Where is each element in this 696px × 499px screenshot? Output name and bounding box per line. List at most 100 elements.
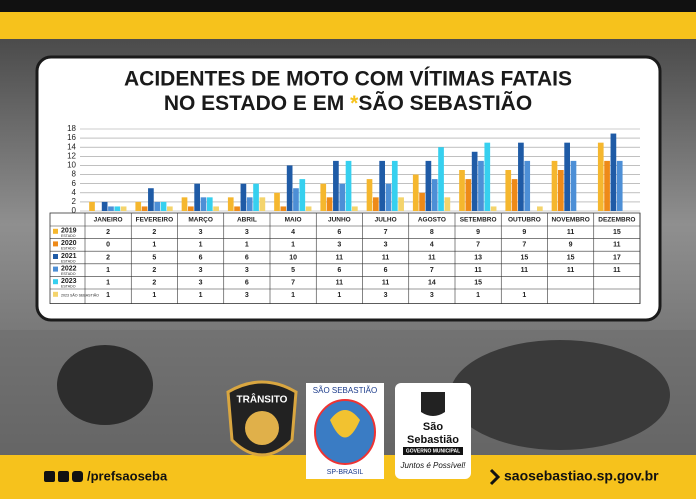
bar <box>154 201 161 211</box>
bar <box>557 170 564 211</box>
y-tick-label: 6 <box>72 179 77 188</box>
bar <box>114 206 121 211</box>
bar <box>484 142 491 211</box>
table-cell: 2 <box>106 229 110 236</box>
table-cell: 1 <box>106 267 110 274</box>
table-cell: 1 <box>291 292 295 299</box>
y-tick-label: 14 <box>67 142 76 151</box>
bar <box>274 192 280 211</box>
bar <box>89 201 95 211</box>
table-cell: 1 <box>245 242 249 249</box>
table-cell: 3 <box>337 242 341 249</box>
transito-emblem <box>245 411 279 445</box>
bar <box>206 197 213 211</box>
table-cell: 6 <box>337 229 341 236</box>
gov-name-1: São <box>423 421 443 433</box>
table-cell: 15 <box>520 254 528 261</box>
bar <box>333 160 339 211</box>
table-cell: 3 <box>430 292 434 299</box>
table-cell: 6 <box>245 280 249 287</box>
table-cell: 17 <box>613 254 621 261</box>
table-cell: 3 <box>245 292 249 299</box>
table-cell: 11 <box>613 242 621 249</box>
bar <box>194 183 200 211</box>
y-tick-label: 4 <box>72 188 77 197</box>
gov-tag: GOVERNO MUNICIPAL <box>406 448 460 454</box>
bar <box>101 201 108 211</box>
bar <box>570 160 577 211</box>
bar <box>213 206 219 211</box>
bar <box>385 183 392 211</box>
bar <box>352 206 358 211</box>
table-cell: 1 <box>291 242 295 249</box>
bar <box>148 188 154 211</box>
facebook-icon <box>44 471 55 482</box>
table-cell: 15 <box>567 254 575 261</box>
instagram-icon <box>72 471 83 482</box>
bar <box>478 160 484 211</box>
bar <box>511 179 518 211</box>
bar <box>372 197 379 211</box>
table-cell: 8 <box>430 229 434 236</box>
table-cell: 1 <box>522 292 526 299</box>
table-cell: 2 <box>152 229 156 236</box>
bar <box>234 206 240 211</box>
month-label: ABRIL <box>237 217 257 224</box>
table-cell: 11 <box>567 229 575 236</box>
month-label: DEZEMBRO <box>598 217 635 224</box>
bar <box>320 183 327 211</box>
bar <box>345 160 352 211</box>
table-cell: 9 <box>476 229 480 236</box>
table-cell: 11 <box>382 280 390 287</box>
table-cell: 3 <box>384 242 388 249</box>
bar <box>391 160 398 211</box>
bar <box>604 160 610 211</box>
table-cell: 7 <box>291 280 295 287</box>
bar <box>518 142 524 211</box>
y-tick-label: 18 <box>67 124 76 133</box>
legend-label: 2020 <box>61 240 77 247</box>
table-cell: 3 <box>199 229 203 236</box>
bar <box>339 183 346 211</box>
bar <box>459 170 465 211</box>
table-cell: 1 <box>199 292 203 299</box>
y-tick-label: 12 <box>67 151 76 160</box>
table-cell: 11 <box>567 267 575 274</box>
coat-of-arms <box>421 392 445 416</box>
gov-slogan: Juntos é Possível! <box>400 461 467 470</box>
table-cell: 6 <box>384 267 388 274</box>
bar <box>616 160 623 211</box>
legend-note: ESTADO <box>61 247 76 251</box>
chart-title: ACIDENTES DE MOTO COM VÍTIMAS FATAIS <box>124 68 572 91</box>
legend-label: 2019 <box>61 228 77 235</box>
table-cell: 1 <box>152 292 156 299</box>
bar <box>366 179 373 211</box>
bar <box>120 206 127 211</box>
table-cell: 11 <box>613 267 621 274</box>
gov-name-2: Sebastião <box>407 434 459 446</box>
legend-swatch <box>53 266 58 272</box>
top-band <box>0 0 696 12</box>
month-label: JUNHO <box>328 217 351 224</box>
yellow-band <box>0 12 696 39</box>
legend-swatch <box>53 291 58 297</box>
bar <box>259 197 266 211</box>
y-tick-label: 0 <box>72 206 77 215</box>
bar <box>465 179 472 211</box>
legend-label: 2023 SÃO SEBASTIÃO <box>61 292 99 297</box>
table-cell: 7 <box>430 267 434 274</box>
table-cell: 7 <box>522 242 526 249</box>
bar <box>431 179 438 211</box>
legend-note: ESTADO <box>61 284 76 288</box>
table-cell: 3 <box>245 229 249 236</box>
table-cell: 1 <box>337 292 341 299</box>
bar <box>167 206 173 211</box>
y-tick-label: 16 <box>67 133 76 142</box>
legend-label: 2023 <box>61 278 77 285</box>
table-cell: 6 <box>199 254 203 261</box>
bar <box>141 206 148 211</box>
table-cell: 11 <box>428 254 436 261</box>
table-cell: 4 <box>430 242 434 249</box>
bar <box>253 183 259 211</box>
